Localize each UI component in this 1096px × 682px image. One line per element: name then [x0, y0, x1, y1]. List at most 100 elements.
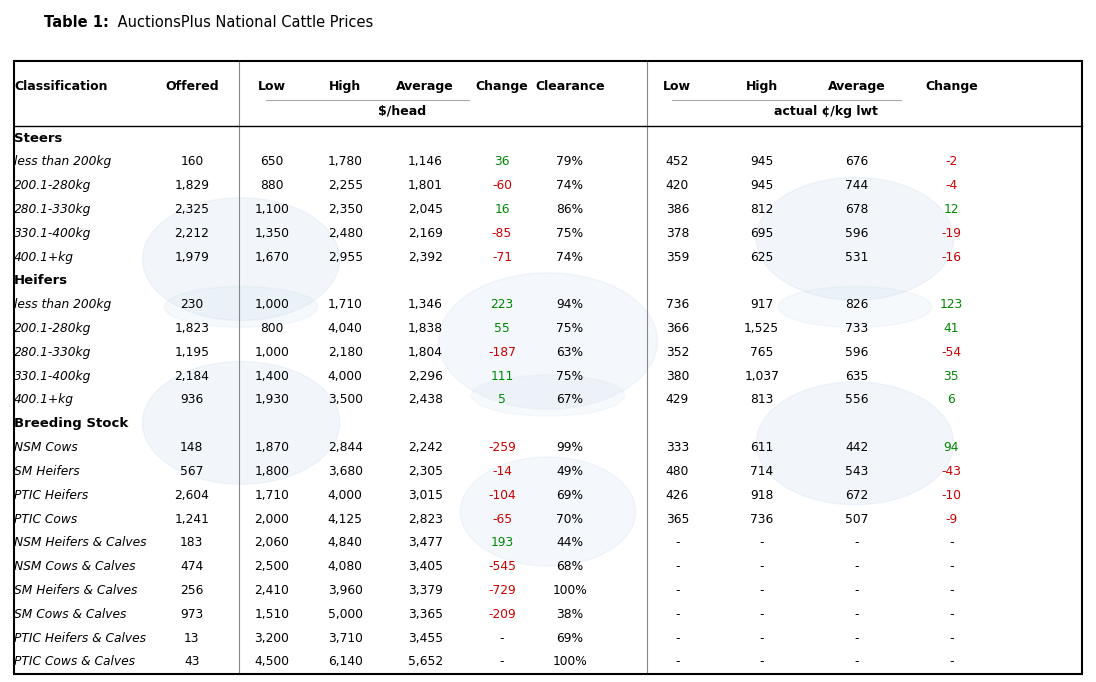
Text: -16: -16	[941, 250, 961, 264]
Circle shape	[438, 273, 658, 409]
Text: 3,200: 3,200	[254, 632, 289, 644]
Text: 6: 6	[947, 394, 956, 406]
Text: 2,212: 2,212	[174, 227, 209, 240]
Text: PTIC Heifers & Calves: PTIC Heifers & Calves	[14, 632, 146, 644]
Text: 49%: 49%	[557, 465, 583, 478]
Text: -: -	[760, 655, 764, 668]
Text: -729: -729	[488, 584, 516, 597]
Text: 736: 736	[750, 513, 774, 526]
Text: 1,801: 1,801	[408, 179, 443, 192]
Circle shape	[142, 198, 340, 321]
Text: 2,325: 2,325	[174, 203, 209, 216]
Text: 2,844: 2,844	[328, 441, 363, 454]
Text: 330.1-400kg: 330.1-400kg	[14, 227, 92, 240]
Text: NSM Cows: NSM Cows	[14, 441, 78, 454]
Text: 800: 800	[260, 322, 284, 335]
Text: -43: -43	[941, 465, 961, 478]
Text: 70%: 70%	[557, 513, 583, 526]
Text: 1,195: 1,195	[174, 346, 209, 359]
Text: 945: 945	[750, 155, 774, 168]
Text: 1,000: 1,000	[254, 346, 289, 359]
Text: 63%: 63%	[557, 346, 583, 359]
Text: 1,146: 1,146	[408, 155, 443, 168]
Text: NSM Cows & Calves: NSM Cows & Calves	[14, 560, 136, 573]
Text: less than 200kg: less than 200kg	[14, 298, 112, 311]
Text: 223: 223	[490, 298, 514, 311]
Text: 1,870: 1,870	[254, 441, 289, 454]
Text: 2,180: 2,180	[328, 346, 363, 359]
Text: -: -	[855, 632, 859, 644]
Text: -: -	[500, 632, 504, 644]
Text: -: -	[675, 632, 680, 644]
Text: 1,979: 1,979	[174, 250, 209, 264]
Text: 420: 420	[665, 179, 689, 192]
Text: 366: 366	[665, 322, 689, 335]
Text: 672: 672	[845, 489, 869, 502]
Text: 744: 744	[845, 179, 869, 192]
Text: 13: 13	[184, 632, 199, 644]
Text: AuctionsPlus National Cattle Prices: AuctionsPlus National Cattle Prices	[113, 15, 373, 30]
Text: Heifers: Heifers	[14, 274, 68, 287]
Text: 736: 736	[665, 298, 689, 311]
Text: 676: 676	[845, 155, 869, 168]
Text: 1,241: 1,241	[174, 513, 209, 526]
Text: 596: 596	[845, 346, 869, 359]
Text: 38%: 38%	[557, 608, 583, 621]
Text: 596: 596	[845, 227, 869, 240]
Text: 2,045: 2,045	[408, 203, 443, 216]
Text: 480: 480	[665, 465, 689, 478]
Text: 1,838: 1,838	[408, 322, 443, 335]
Text: PTIC Cows: PTIC Cows	[14, 513, 78, 526]
Text: 35: 35	[944, 370, 959, 383]
Text: -: -	[760, 536, 764, 550]
Text: -: -	[949, 655, 954, 668]
Text: 4,040: 4,040	[328, 322, 363, 335]
Text: 75%: 75%	[557, 322, 583, 335]
Text: 75%: 75%	[557, 227, 583, 240]
Text: -: -	[949, 560, 954, 573]
Text: 5,652: 5,652	[408, 655, 443, 668]
Text: 386: 386	[665, 203, 689, 216]
Text: 1,510: 1,510	[254, 608, 289, 621]
Text: 100%: 100%	[552, 584, 587, 597]
Text: 100%: 100%	[552, 655, 587, 668]
Text: -259: -259	[488, 441, 516, 454]
Text: 41: 41	[944, 322, 959, 335]
Text: -: -	[855, 655, 859, 668]
Text: 635: 635	[845, 370, 869, 383]
Text: -: -	[949, 584, 954, 597]
Text: 193: 193	[490, 536, 514, 550]
Text: 917: 917	[750, 298, 774, 311]
Text: 280.1-330kg: 280.1-330kg	[14, 203, 92, 216]
Text: 2,000: 2,000	[254, 513, 289, 526]
Text: 880: 880	[260, 179, 284, 192]
Text: -: -	[855, 584, 859, 597]
Text: -71: -71	[492, 250, 512, 264]
Text: 1,804: 1,804	[408, 346, 443, 359]
Text: 1,710: 1,710	[254, 489, 289, 502]
Text: 400.1+kg: 400.1+kg	[14, 250, 75, 264]
Text: Change: Change	[925, 80, 978, 93]
Text: 531: 531	[845, 250, 869, 264]
Text: 256: 256	[180, 584, 204, 597]
Text: 945: 945	[750, 179, 774, 192]
Text: PTIC Cows & Calves: PTIC Cows & Calves	[14, 655, 135, 668]
Text: 2,500: 2,500	[254, 560, 289, 573]
Text: 69%: 69%	[557, 632, 583, 644]
Text: 352: 352	[665, 346, 689, 359]
Text: 918: 918	[750, 489, 774, 502]
Text: 148: 148	[180, 441, 204, 454]
Text: 429: 429	[665, 394, 689, 406]
Text: Classification: Classification	[14, 80, 107, 93]
Text: 611: 611	[750, 441, 774, 454]
Text: SM Heifers: SM Heifers	[14, 465, 80, 478]
Text: 826: 826	[845, 298, 869, 311]
Text: 812: 812	[750, 203, 774, 216]
Text: 86%: 86%	[557, 203, 583, 216]
Text: Offered: Offered	[165, 80, 218, 93]
Text: 230: 230	[180, 298, 204, 311]
Text: 2,255: 2,255	[328, 179, 363, 192]
Text: -2: -2	[945, 155, 958, 168]
Text: less than 200kg: less than 200kg	[14, 155, 112, 168]
Text: -: -	[949, 632, 954, 644]
